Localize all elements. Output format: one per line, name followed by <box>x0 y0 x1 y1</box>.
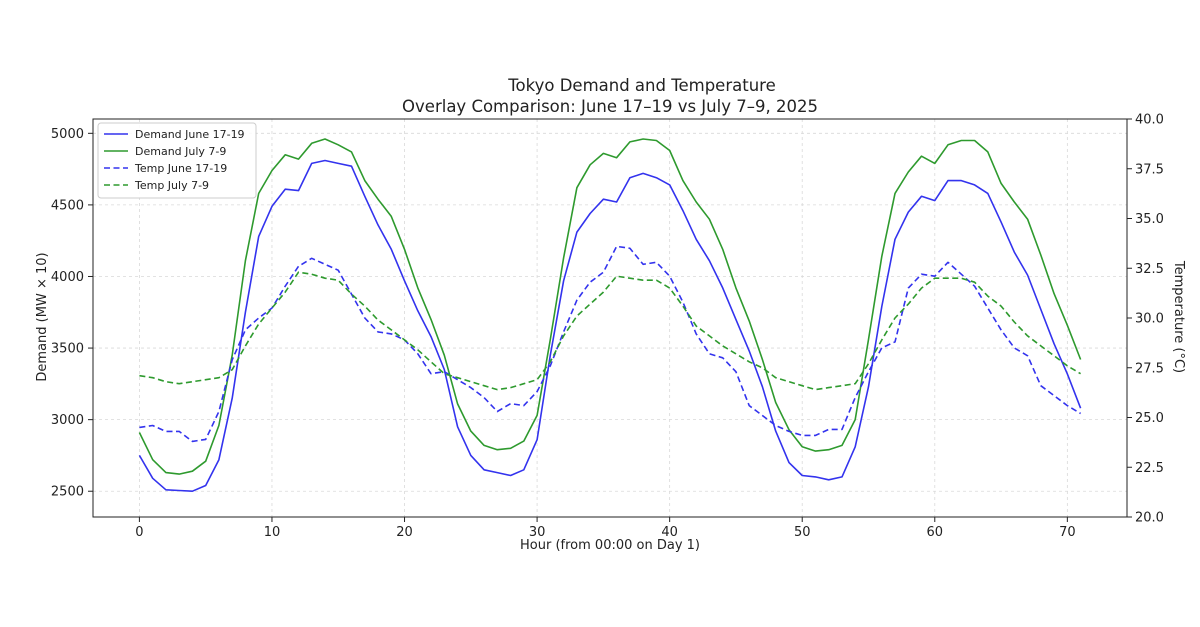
y2-axis-label: Temperature (°C) <box>1171 260 1186 373</box>
chart-title: Tokyo Demand and Temperature <box>507 76 775 95</box>
legend-label: Temp July 7-9 <box>134 179 209 192</box>
x-tick-label: 40 <box>661 525 678 540</box>
y-tick-label: 3500 <box>51 342 84 357</box>
x-axis-label: Hour (from 00:00 on Day 1) <box>520 538 700 553</box>
x-tick-label: 30 <box>529 525 546 540</box>
y2-tick-label: 27.5 <box>1135 361 1164 376</box>
grid <box>93 119 1127 517</box>
y2-axis-ticks: 20.0 22.5 25.0 27.5 30.0 32.5 35.0 37.5 40.0 <box>1127 113 1164 526</box>
y2-tick-label: 25.0 <box>1135 411 1164 426</box>
legend-box <box>97 122 257 199</box>
y-tick-label: 2500 <box>51 485 84 500</box>
series-line-temp-june-17-19 <box>139 245 1082 443</box>
y-tick-label: 4500 <box>51 198 84 213</box>
legend-label: Temp June 17-19 <box>134 162 227 175</box>
legend-label: Demand July 7-9 <box>135 145 226 158</box>
y-tick-label: 5000 <box>51 127 84 142</box>
y2-tick-label: 40.0 <box>1135 113 1164 128</box>
x-tick-label: 70 <box>1059 525 1076 540</box>
y-axis-ticks: 2500 3000 3500 4000 4500 5000 <box>51 127 93 500</box>
y2-tick-label: 22.5 <box>1135 461 1164 476</box>
plot-series <box>138 138 1082 493</box>
legend: Demand June 17-19 Demand July 7-9 Temp Jun… <box>97 122 257 199</box>
y2-tick-label: 35.0 <box>1135 212 1164 227</box>
x-tick-label: 10 <box>264 525 281 540</box>
y2-tick-label: 20.0 <box>1135 511 1164 526</box>
y2-tick-label: 30.0 <box>1135 312 1164 327</box>
y2-tick-label: 32.5 <box>1135 262 1164 277</box>
x-tick-label: 60 <box>927 525 944 540</box>
series-line-demand-july-7-9 <box>138 138 1082 475</box>
y2-tick-label: 37.5 <box>1135 162 1164 177</box>
x-tick-label: 50 <box>794 525 811 540</box>
y-tick-label: 4000 <box>51 270 84 285</box>
x-axis-ticks: 0 10 20 30 40 50 60 70 <box>135 517 1076 540</box>
x-tick-label: 20 <box>396 525 413 540</box>
series-line-temp-july-7-9 <box>139 271 1082 391</box>
legend-label: Demand June 17-19 <box>135 128 245 141</box>
series-line-demand-june-17-19 <box>138 159 1082 493</box>
y-tick-label: 3000 <box>51 413 84 428</box>
x-tick-label: 0 <box>135 525 143 540</box>
y-axis-label: Demand (MW × 10) <box>35 252 50 381</box>
chart-subtitle: Overlay Comparison: June 17–19 vs July 7… <box>402 97 818 116</box>
